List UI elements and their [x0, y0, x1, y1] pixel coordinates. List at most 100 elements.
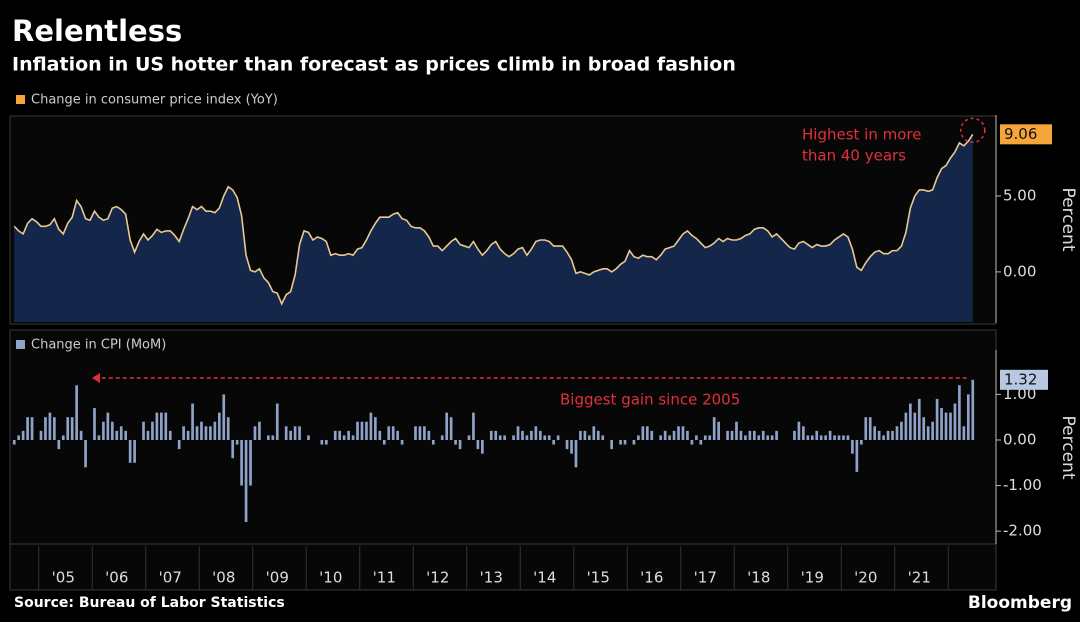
bar — [12, 439, 16, 445]
x-tick-label: '11 — [373, 569, 396, 587]
bar — [632, 439, 636, 445]
bar — [846, 435, 850, 440]
bar — [146, 430, 150, 440]
x-tick-label: '10 — [319, 569, 342, 587]
bar — [971, 379, 975, 440]
bar — [240, 439, 243, 486]
bar — [677, 426, 680, 440]
bar — [601, 435, 605, 440]
title: Relentless — [12, 14, 182, 48]
x-tick-label: '16 — [640, 569, 663, 587]
bar — [489, 430, 493, 440]
bar — [26, 417, 29, 440]
bar — [61, 435, 65, 440]
bar — [307, 435, 310, 440]
bar — [494, 430, 498, 440]
bar — [926, 426, 930, 440]
bar — [806, 435, 810, 440]
bar — [877, 430, 881, 440]
bar — [735, 421, 738, 440]
bar — [962, 426, 966, 440]
bar — [538, 430, 542, 440]
bar — [258, 421, 261, 440]
bar — [681, 426, 685, 440]
bar — [222, 394, 226, 440]
bar — [168, 430, 172, 440]
bar — [164, 412, 168, 440]
bar — [659, 435, 663, 440]
bar — [570, 439, 573, 454]
bar — [588, 435, 591, 440]
annotation: Highest in more — [802, 126, 921, 144]
bar — [200, 421, 203, 440]
bar — [717, 421, 720, 440]
bar — [770, 435, 774, 440]
bar — [160, 412, 163, 440]
x-tick-label: '14 — [533, 569, 556, 587]
bar — [917, 398, 921, 440]
bar — [521, 430, 524, 440]
bar — [275, 403, 279, 440]
source: Source: Bureau of Labor Statistics — [14, 595, 285, 611]
legend-label: Change in consumer price index (YoY) — [31, 93, 278, 108]
legend-swatch — [16, 95, 25, 104]
x-axis-band — [9, 543, 997, 591]
bar — [204, 426, 208, 440]
highlight-circle — [960, 117, 986, 144]
value-label-box — [1000, 124, 1052, 145]
bar — [583, 430, 587, 440]
y-axis-title: Percent — [1058, 188, 1078, 252]
bar — [556, 435, 560, 440]
bar — [797, 421, 801, 440]
bar — [177, 439, 181, 450]
bar — [351, 435, 355, 440]
bar — [882, 435, 885, 440]
bar — [663, 430, 667, 440]
bar — [338, 430, 342, 440]
bar — [423, 426, 426, 440]
bar — [868, 417, 872, 440]
bar — [873, 426, 877, 440]
bar — [244, 439, 248, 523]
bar — [30, 417, 34, 440]
bar — [739, 430, 743, 440]
bar — [552, 439, 556, 445]
bar — [534, 426, 538, 440]
bar — [249, 439, 252, 486]
y-tick-label: 0.00 — [1003, 262, 1036, 280]
bar — [833, 435, 836, 440]
bar — [935, 398, 939, 440]
bar — [48, 412, 52, 440]
y-tick-label: 5.00 — [1003, 186, 1036, 204]
x-tick-label: '19 — [801, 569, 824, 587]
bar — [810, 435, 814, 440]
bar — [84, 439, 87, 468]
bar — [53, 417, 56, 440]
bar — [966, 394, 970, 440]
bar — [431, 439, 435, 445]
bar — [842, 435, 845, 440]
line — [13, 133, 974, 306]
bar — [378, 430, 382, 440]
bar — [17, 435, 21, 440]
area — [14, 134, 973, 322]
bar — [235, 439, 239, 445]
bar — [467, 435, 471, 440]
bar — [387, 426, 391, 440]
bar — [775, 430, 778, 440]
legend-swatch — [16, 340, 25, 349]
bar — [712, 417, 716, 440]
bar — [574, 439, 578, 468]
bar — [324, 439, 328, 445]
bar — [449, 417, 453, 440]
bar — [940, 408, 943, 440]
bar — [904, 412, 908, 440]
x-tick-label: '12 — [426, 569, 449, 587]
bar — [944, 412, 948, 440]
bar — [815, 430, 819, 440]
bar — [476, 439, 480, 450]
bar — [913, 412, 917, 440]
x-tick-label: '06 — [105, 569, 128, 587]
bar — [690, 439, 694, 445]
bar — [802, 426, 805, 440]
